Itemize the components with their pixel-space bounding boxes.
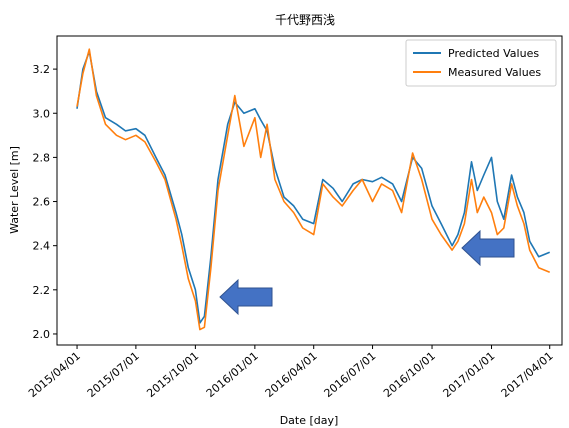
annotations (219, 229, 515, 316)
y-tick-label: 2.8 (33, 151, 51, 164)
legend-label: Measured Values (448, 66, 541, 79)
y-tick-label: 2.2 (33, 284, 51, 297)
x-tick-label: 2016/10/01 (381, 349, 438, 400)
x-tick-label: 2017/04/01 (499, 349, 556, 400)
x-tick-label: 2016/07/01 (322, 349, 379, 400)
y-tick-label: 3.0 (33, 107, 51, 120)
x-tick-label: 2017/01/01 (441, 349, 498, 400)
y-tick-label: 2.6 (33, 196, 51, 209)
blue-arrow-icon (461, 229, 515, 267)
x-tick-label: 2016/01/01 (204, 349, 261, 400)
chart-title: 千代野西浅 (275, 13, 335, 27)
series-layer (76, 48, 550, 331)
x-tick-label: 2015/10/01 (144, 349, 201, 400)
x-axis: 2015/04/01 2015/07/01 2015/10/01 2016/01/01… (26, 345, 556, 400)
legend-label: Predicted Values (448, 47, 539, 60)
series-line-measured (76, 48, 550, 331)
x-tick-label: 2015/04/01 (26, 349, 83, 400)
x-tick-label: 2016/04/01 (263, 349, 320, 400)
x-tick-label: 2015/07/01 (85, 349, 142, 400)
x-axis-title: Date [day] (280, 414, 339, 427)
y-tick-label: 2.4 (33, 240, 51, 253)
y-tick-label: 2.0 (33, 328, 51, 341)
series-line-predicted (76, 50, 550, 324)
y-axis-title: Water Level [m] (8, 146, 21, 234)
legend-frame (405, 39, 557, 87)
plot-area-frame (56, 35, 563, 346)
y-axis: 2.0 2.2 2.4 2.6 2.8 3.0 3.2 (33, 63, 57, 341)
legend: Predicted Values Measured Values (405, 39, 557, 87)
y-tick-label: 3.2 (33, 63, 51, 76)
blue-arrow-icon (219, 278, 273, 316)
